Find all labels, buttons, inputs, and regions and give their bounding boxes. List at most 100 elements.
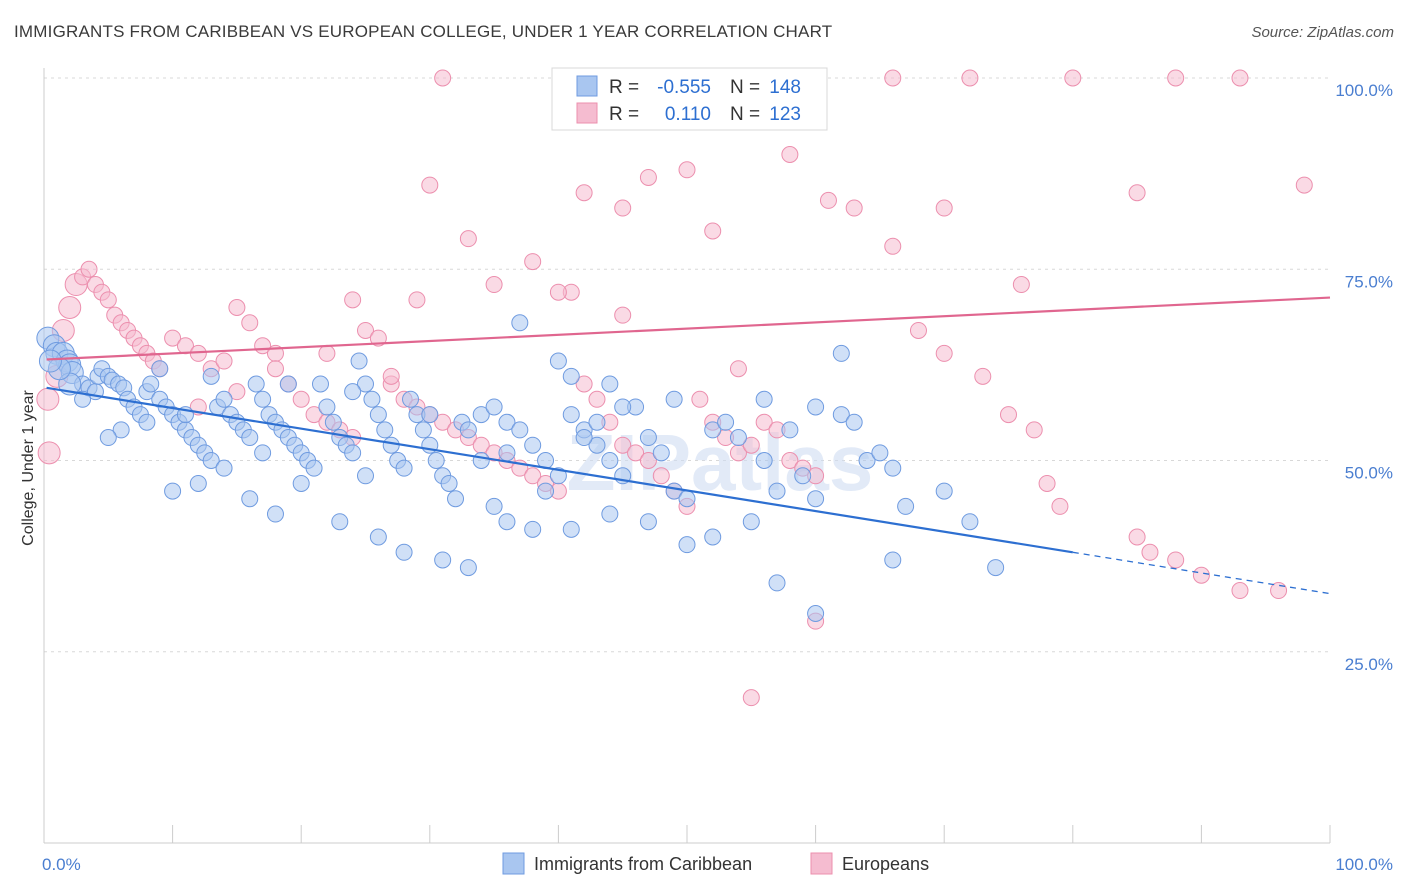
blue-point [363, 390, 381, 408]
pink-point [819, 191, 837, 209]
pink-point [845, 199, 863, 217]
blue-point [601, 505, 619, 523]
pink-point [652, 467, 670, 485]
pink-point [627, 444, 645, 462]
pink-point [266, 360, 284, 378]
correlation-legend: R = -0.555 N = 148 R = 0.110 N = 123 [551, 67, 828, 131]
legend-swatch-pink [576, 102, 598, 124]
y-tick-label: 25.0% [1345, 655, 1393, 674]
blue-point [472, 452, 490, 469]
pink-point [935, 344, 953, 362]
blue-point [562, 406, 580, 424]
pink-point [1128, 184, 1146, 202]
blue-point [832, 406, 850, 424]
blue-point [897, 497, 915, 515]
blue-point [344, 444, 362, 462]
blue-point [151, 360, 169, 378]
blue-point [511, 314, 529, 332]
pink-point [1000, 406, 1017, 424]
blue-point [601, 452, 619, 469]
blue-point [511, 421, 529, 439]
blue-point [884, 459, 902, 477]
blue-point [472, 406, 490, 424]
blue-point [324, 413, 342, 431]
trend-lines [46, 296, 1331, 595]
legend-n-value-1: 148 [769, 77, 801, 98]
pink-point [588, 390, 606, 408]
pink-point [1295, 176, 1313, 194]
blue-point [588, 413, 606, 431]
pink-point [524, 253, 542, 271]
pink-point [935, 199, 953, 217]
blue-point [562, 520, 580, 538]
pink-point [37, 441, 61, 465]
pink-point [421, 176, 439, 194]
blue-point [678, 536, 696, 554]
pink-point [344, 291, 362, 309]
pink-point [485, 276, 503, 294]
blue-point [614, 398, 632, 416]
chart-title: IMMIGRANTS FROM CARIBBEAN VS EUROPEAN CO… [14, 22, 833, 41]
blue-point [440, 474, 458, 492]
blue-point [402, 390, 420, 408]
blue-point [357, 375, 374, 393]
blue-point [537, 482, 555, 500]
europeans-points [36, 69, 1313, 707]
blue-point [639, 513, 657, 531]
blue-point [524, 436, 542, 454]
pink-point [58, 296, 82, 319]
blue-point [575, 429, 593, 447]
blue-point [382, 436, 400, 454]
pink-point [408, 291, 426, 309]
pink-point [1064, 69, 1082, 87]
blue-point [38, 349, 62, 373]
blue-point [588, 436, 606, 454]
blue-point [498, 413, 516, 431]
pink-point [434, 69, 452, 87]
pink-point [1051, 497, 1069, 515]
blue-point [305, 459, 323, 477]
blue-point [350, 352, 368, 370]
pink-point [1167, 69, 1185, 87]
pink-point [961, 69, 979, 87]
pink-point [1025, 421, 1043, 439]
pink-point [729, 360, 747, 378]
pink-point [305, 406, 323, 424]
blue-point [99, 429, 117, 447]
pink-point [575, 184, 593, 202]
blue-point [549, 352, 567, 370]
pink-trend-line [46, 296, 1331, 361]
blue-point [414, 421, 432, 439]
pink-point [639, 168, 657, 186]
chart-source: Source: ZipAtlas.com [1251, 24, 1394, 41]
series-legend-swatch-europeans [810, 852, 833, 875]
blue-point [369, 406, 387, 424]
pink-point [909, 321, 927, 339]
blue-point [247, 375, 265, 393]
blue-point [704, 528, 722, 546]
pink-point [318, 344, 336, 362]
blue-point [858, 452, 876, 469]
blue-point [832, 344, 850, 362]
blue-point [807, 490, 825, 508]
series-legend: Immigrants from Caribbean Europeans [502, 852, 929, 875]
blue-point [434, 551, 452, 569]
blue-point [331, 513, 349, 531]
blue-point [395, 543, 413, 561]
pink-point [575, 375, 593, 393]
blue-point [485, 497, 503, 515]
legend-r-value-2: 0.110 [665, 104, 711, 125]
blue-point [189, 474, 207, 492]
grid-lines [44, 77, 1330, 653]
pink-point [678, 161, 696, 179]
blue-point [138, 413, 156, 431]
blue-point [807, 398, 825, 416]
pink-point [215, 352, 233, 370]
blue-point [768, 482, 786, 500]
blue-point [755, 390, 773, 408]
pink-point [80, 260, 98, 278]
blue-point [292, 474, 310, 492]
blue-point [524, 520, 542, 538]
pink-point [459, 230, 477, 248]
blue-point [142, 375, 160, 393]
